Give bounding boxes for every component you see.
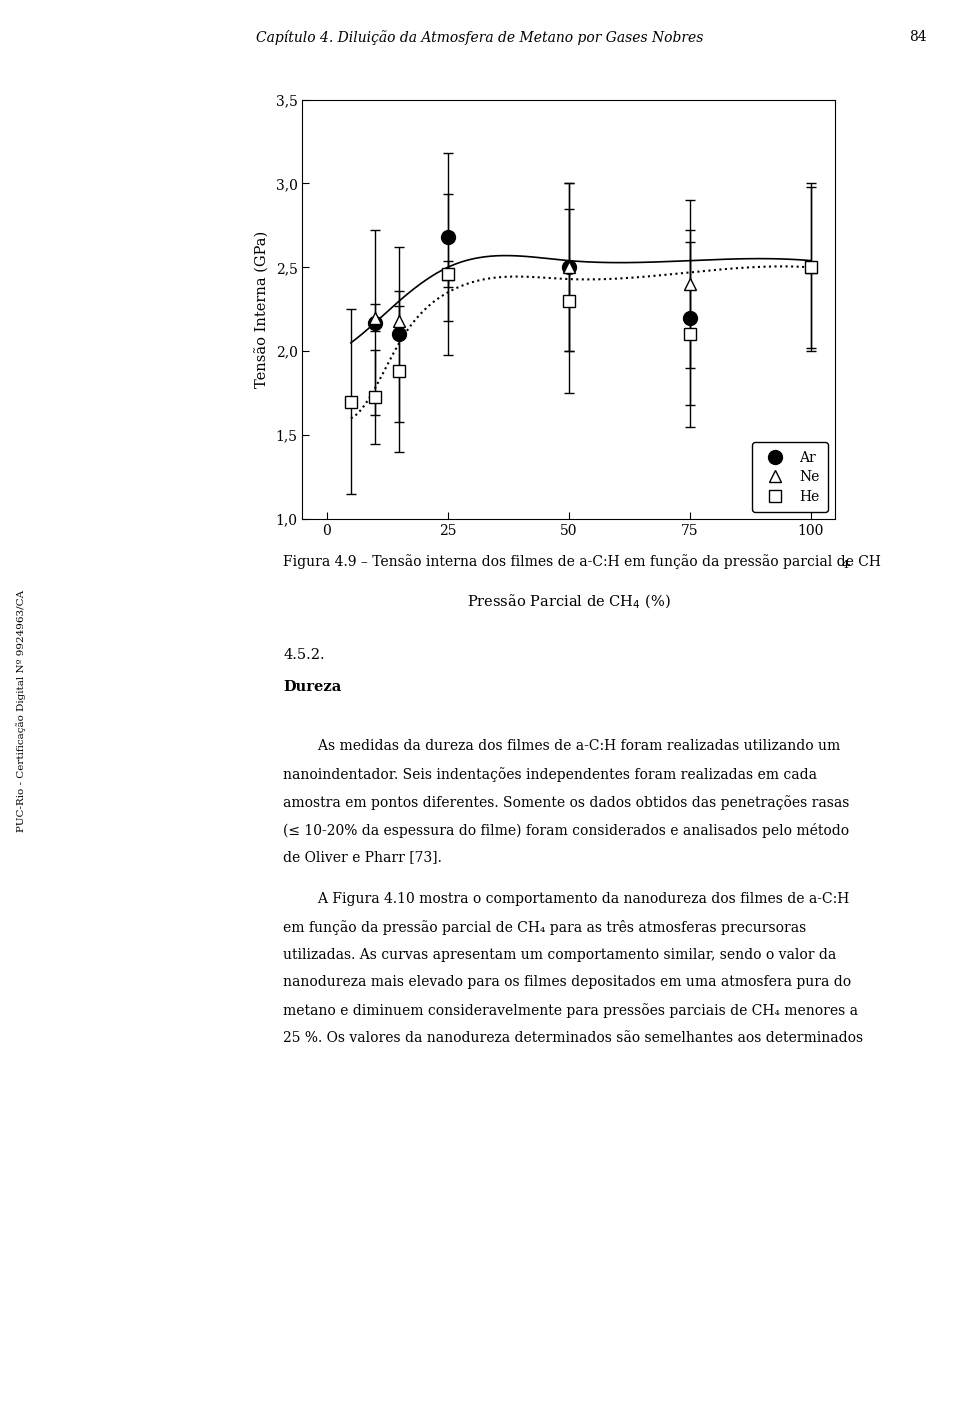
Text: As medidas da dureza dos filmes de a-C:H foram realizadas utilizando um: As medidas da dureza dos filmes de a-C:H…: [283, 739, 840, 754]
Text: (≤ 10-20% da espessura do filme) foram considerados e analisados pelo método: (≤ 10-20% da espessura do filme) foram c…: [283, 822, 850, 838]
Text: Pressão Parcial de CH$_4$ (%): Pressão Parcial de CH$_4$ (%): [467, 593, 671, 611]
Y-axis label: Tensão Interna (GPa): Tensão Interna (GPa): [255, 230, 270, 388]
Text: metano e diminuem consideravelmente para pressões parciais de CH₄ menores a: metano e diminuem consideravelmente para…: [283, 1004, 858, 1018]
Text: PUC-Rio - Certificação Digital Nº 9924963/CA: PUC-Rio - Certificação Digital Nº 992496…: [16, 590, 26, 832]
Text: Figura 4.9 – Tensão interna dos filmes de a-C:H em função da pressão parcial de : Figura 4.9 – Tensão interna dos filmes d…: [283, 555, 881, 569]
Text: Capítulo 4. Diluição da Atmosfera de Metano por Gases Nobres: Capítulo 4. Diluição da Atmosfera de Met…: [256, 30, 704, 46]
Text: nanodureza mais elevado para os filmes depositados em uma atmosfera pura do: nanodureza mais elevado para os filmes d…: [283, 975, 852, 990]
Text: de Oliver e Pharr [73].: de Oliver e Pharr [73].: [283, 850, 442, 865]
Text: 25 %. Os valores da nanodureza determinados são semelhantes aos determinados: 25 %. Os valores da nanodureza determina…: [283, 1031, 863, 1045]
Text: .: .: [847, 555, 851, 569]
Text: Dureza: Dureza: [283, 680, 342, 694]
Text: amostra em pontos diferentes. Somente os dados obtidos das penetrações rasas: amostra em pontos diferentes. Somente os…: [283, 795, 850, 809]
Legend: Ar, Ne, He: Ar, Ne, He: [753, 442, 828, 512]
Text: 4.5.2.: 4.5.2.: [283, 648, 324, 663]
Text: utilizadas. As curvas apresentam um comportamento similar, sendo o valor da: utilizadas. As curvas apresentam um comp…: [283, 948, 836, 961]
Text: A Figura 4.10 mostra o comportamento da nanodureza dos filmes de a-C:H: A Figura 4.10 mostra o comportamento da …: [283, 893, 850, 906]
Text: em função da pressão parcial de CH₄ para as três atmosferas precursoras: em função da pressão parcial de CH₄ para…: [283, 920, 806, 936]
Text: 84: 84: [909, 30, 926, 44]
Text: nanoindentador. Seis indentações independentes foram realizadas em cada: nanoindentador. Seis indentações indepen…: [283, 768, 817, 782]
Text: 4: 4: [842, 560, 849, 570]
